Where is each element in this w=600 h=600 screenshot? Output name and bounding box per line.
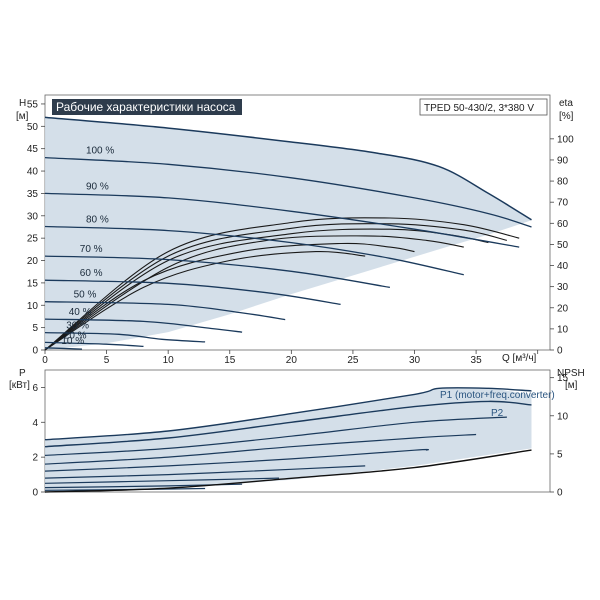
speed-curve [44,192,520,248]
power-axis-label: P [19,368,26,379]
power-axis-unit: [кВт] [9,380,30,391]
npsh-axis-unit: [м] [565,380,578,391]
speed-curve [44,301,286,321]
speed-curve-label: 70 % [80,244,103,255]
eta-tick-label: 50 [557,240,569,251]
npsh-tick-label: 5 [557,449,563,460]
power-tick-label: 6 [32,383,38,394]
power-tick-label: 2 [32,453,38,464]
power-curve [44,448,429,472]
speed-curve [44,255,391,289]
head-tick-label: 35 [27,189,39,200]
speed-curve-label: 50 % [74,290,97,301]
power-curve [44,477,280,484]
eta-tick-label: 80 [557,177,569,188]
head-tick-label: 0 [32,346,38,357]
speed-curve-label: 20 % [64,330,87,341]
model-box: TPED 50-430/2, 3*380 V [419,98,548,116]
head-axis-label: H [19,98,26,109]
flow-tick-label: 10 [163,355,175,366]
title-background [52,99,242,115]
npsh-curve [44,449,532,493]
npsh-tick-label: 15 [557,373,569,384]
speed-curve-label: 100 % [86,146,114,157]
head-tick-label: 45 [27,144,39,155]
power-curve [44,387,532,441]
eta-axis-unit: [%] [559,111,574,122]
speed-curve-label: 10 % [61,336,84,347]
efficiency-curve [44,217,520,351]
power-curves [44,387,532,493]
head-tick-label: 20 [27,256,39,267]
eta-tick-label: 70 [557,198,569,209]
speed-curve [44,331,206,343]
head-tick-label: 5 [32,323,38,334]
head-chart-axes: 0510152025303540455055010203040506070809… [27,99,574,366]
eta-tick-label: 60 [557,219,569,230]
flow-tick-label: 0 [42,355,48,366]
eta-tick-label: 30 [557,282,569,293]
eta-tick-label: 10 [557,324,569,335]
head-tick-label: 40 [27,167,39,178]
flow-tick-label: 20 [286,355,298,366]
head-axis-unit: [м] [16,111,29,122]
flow-axis-label: Q [м³/ч] [502,353,537,364]
speed-curve-label: 40 % [69,307,92,318]
eta-tick-label: 0 [557,346,563,357]
efficiency-curve [44,242,415,351]
head-tick-label: 15 [27,278,39,289]
pump-model-label: TPED 50-430/2, 3*380 V [424,103,534,114]
speed-curve [44,225,464,276]
flow-tick-label: 30 [409,355,421,366]
speed-curve [44,279,341,306]
p1-series-label: P1 (motor+freq.converter) [440,390,555,401]
eta-tick-label: 100 [557,134,574,145]
power-tick-label: 0 [32,488,38,499]
power-curve [44,400,532,448]
head-tick-label: 30 [27,211,39,222]
efficiency-curve [44,250,366,351]
power-tick-label: 4 [32,418,38,429]
model-box-border [419,98,548,116]
speed-curve-label: 30 % [66,321,89,332]
chart-title: Рабочие характеристики насоса [56,100,236,114]
power-curve [44,433,477,465]
speed-curve [44,341,144,348]
chart-title-box: Рабочие характеристики насоса [52,99,242,115]
flow-tick-label: 25 [347,355,359,366]
head-tick-label: 25 [27,234,39,245]
speed-curve [44,156,532,228]
npsh-tick-label: 0 [557,488,563,499]
power-curve [44,465,366,479]
power-curve [44,416,507,456]
flow-tick-label: 35 [471,355,483,366]
head-tick-label: 50 [27,122,39,133]
eta-axis-label: eta [559,98,573,109]
efficiency-curve [44,235,464,351]
speed-curve [44,318,243,333]
flow-tick-label: 5 [104,355,110,366]
speed-curve [44,116,532,221]
eta-tick-label: 20 [557,303,569,314]
speed-curve [44,347,83,350]
eta-tick-label: 90 [557,155,569,166]
flow-tick-label: 15 [224,355,236,366]
speed-curve-label: 80 % [86,215,109,226]
speed-curve-label: 90 % [86,181,109,192]
eta-tick-label: 40 [557,261,569,272]
efficiency-curve [44,223,508,351]
power-chart-axes: 0 2 4 6 0 5 10 15 [32,373,568,498]
head-tick-label: 10 [27,301,39,312]
npsh-axis-label: NPSH [557,368,585,379]
p2-series-label: P2 [491,408,504,419]
npsh-tick-label: 10 [557,411,569,422]
head-tick-label: 55 [27,99,39,110]
speed-curve-label: 60 % [80,268,103,279]
